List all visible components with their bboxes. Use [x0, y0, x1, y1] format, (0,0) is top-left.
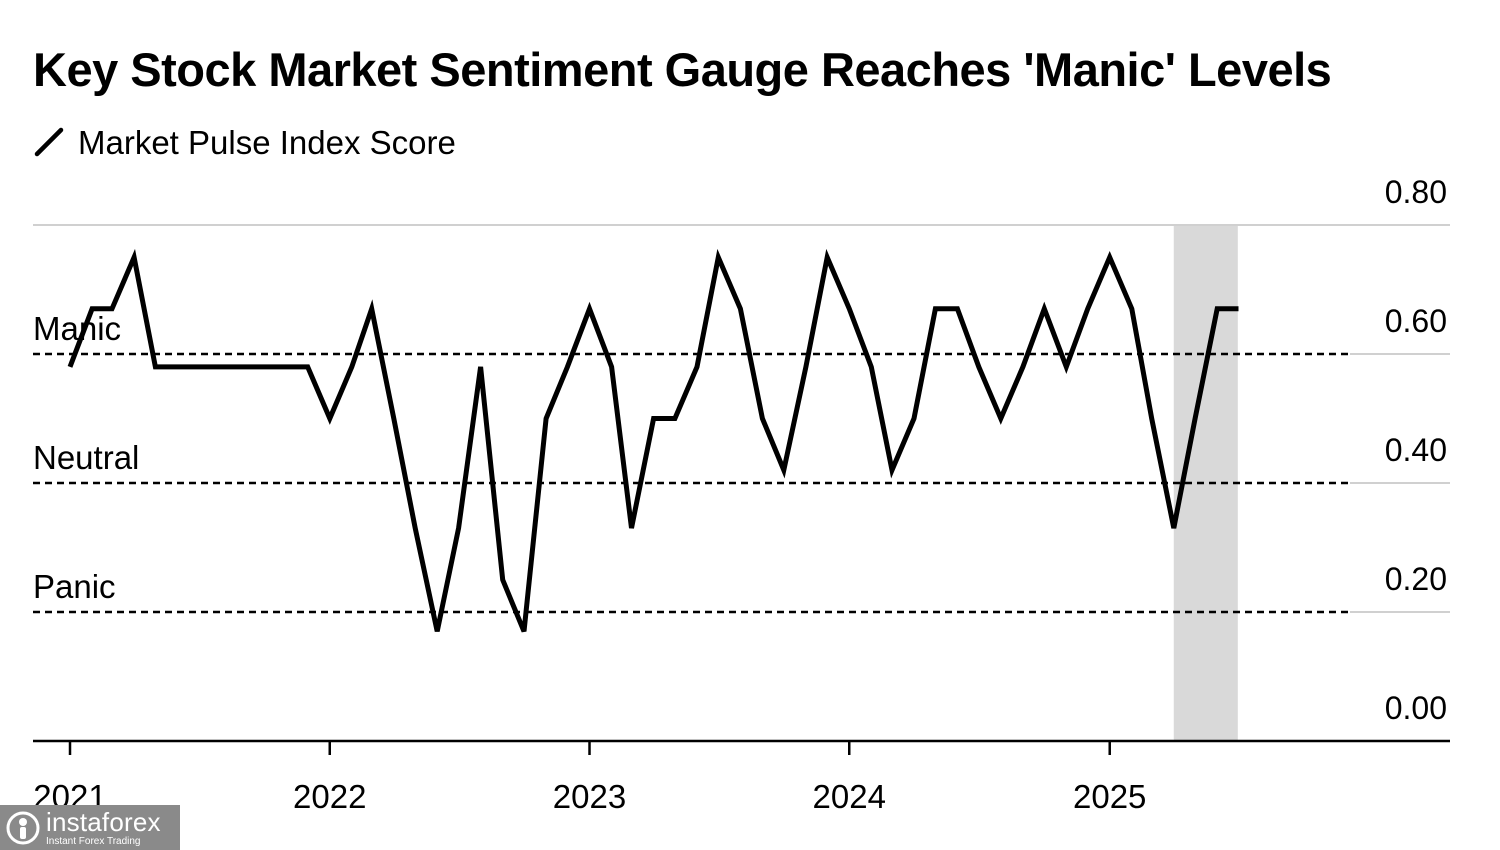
legend-series-label: Market Pulse Index Score: [78, 123, 456, 161]
chart-title: Key Stock Market Sentiment Gauge Reaches…: [33, 43, 1332, 96]
y-tick-label: 0.00: [1385, 690, 1447, 726]
reference-label-neutral: Neutral: [33, 439, 139, 476]
x-tick-label: 2023: [553, 778, 626, 815]
reference-label-manic: Manic: [33, 310, 121, 347]
watermark-brand: instaforex: [46, 806, 161, 837]
y-tick-label: 0.60: [1385, 303, 1447, 339]
x-tick-label: 2025: [1073, 778, 1146, 815]
y-tick-label: 0.80: [1385, 174, 1447, 210]
reference-label-panic: Panic: [33, 568, 116, 605]
chart-legend: Market Pulse Index Score: [34, 122, 456, 162]
y-tick-label: 0.40: [1385, 432, 1447, 468]
watermark: instaforex Instant Forex Trading: [0, 805, 180, 850]
x-tick-label: 2022: [293, 778, 366, 815]
y-tick-label: 0.20: [1385, 561, 1447, 597]
instaforex-logo-icon: [6, 811, 40, 844]
legend-line-swatch-icon: [34, 127, 64, 157]
x-tick-label: 2024: [813, 778, 886, 815]
watermark-tagline: Instant Forex Trading: [46, 835, 141, 847]
series-line-market-pulse-0: [67, 248, 1239, 633]
